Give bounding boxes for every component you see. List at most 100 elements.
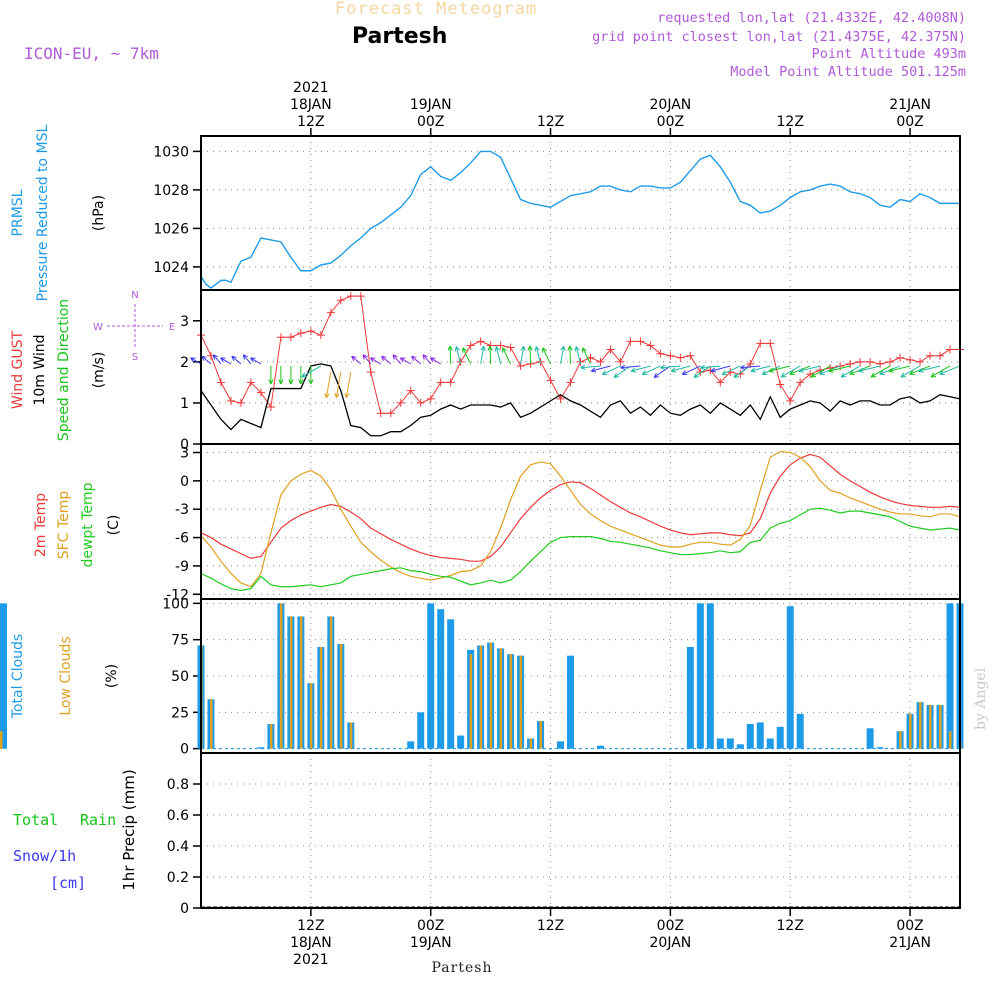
gust-marker <box>796 378 805 387</box>
wind-direction-arrow <box>351 355 362 365</box>
panel-temperature: -12 -9 -6 -3 0 3 <box>166 444 960 603</box>
gust-marker <box>286 333 295 342</box>
gust-marker <box>236 398 245 407</box>
gust-marker <box>766 339 775 348</box>
wind-direction-arrow <box>250 357 262 365</box>
wind-direction-arrow <box>900 365 921 378</box>
gust-marker <box>476 337 485 346</box>
wind-direction-arrow <box>334 372 342 399</box>
dewpt-label: dewpt Temp <box>80 482 96 567</box>
main-title: Forecast Meteogram <box>335 0 538 19</box>
requested-coords: requested lon,lat (21.4332E, 42.4008N) <box>657 10 966 26</box>
wind-direction-arrow <box>590 365 611 373</box>
wind-direction-arrow <box>527 345 533 364</box>
sfc-temp-label: SFC Temp <box>56 491 72 560</box>
top-time-label: 00Z <box>896 114 923 130</box>
low-cloud-bar <box>319 646 323 749</box>
total-cloud-bar <box>257 747 265 749</box>
gust-marker <box>246 378 255 387</box>
gust-marker <box>616 357 625 366</box>
total-cloud-bar <box>786 606 794 749</box>
wind-direction-arrow <box>858 365 881 373</box>
compass-legend: N W E S <box>93 290 175 363</box>
gust-marker <box>556 394 565 403</box>
wind-direction-arrow <box>580 364 601 370</box>
cloud-unit-label: (%) <box>104 664 120 688</box>
low-cloud-bar <box>299 616 303 749</box>
wind-direction-arrow <box>740 364 761 370</box>
gust-marker <box>936 351 945 360</box>
precip-snow-unit-label: [cm] <box>50 874 86 892</box>
gust-marker <box>876 359 885 368</box>
wind-direction-arrow <box>268 365 274 385</box>
wind-direction-arrow <box>870 365 891 378</box>
gust-marker <box>546 376 555 385</box>
gust-marker <box>436 378 445 387</box>
precip-rain-label: Rain <box>80 811 116 829</box>
wind-direction-arrow <box>574 346 581 365</box>
gust-marker <box>346 292 355 301</box>
gust-marker <box>376 409 385 418</box>
top-time-label: 18JAN <box>290 97 332 113</box>
wind-direction-arrow <box>761 365 781 375</box>
y-tick-label: 2 <box>180 355 189 371</box>
gust-marker <box>226 396 235 405</box>
wind-direction-arrow <box>567 345 573 364</box>
gust-marker <box>626 337 635 346</box>
gust-line <box>200 295 960 414</box>
gust-marker <box>446 378 455 387</box>
total-cloud-bar <box>417 712 425 749</box>
wind-direction-arrow <box>301 365 322 378</box>
y-tick-label: -9 <box>175 559 189 575</box>
wind-direction-arrow <box>798 365 821 373</box>
low-cloud-bar <box>529 738 533 749</box>
gust-marker <box>636 337 645 346</box>
wind-direction-arrow <box>681 365 701 375</box>
gust-marker <box>386 409 395 418</box>
bottom-time-label: 12Z <box>537 918 564 934</box>
gust-marker <box>756 339 765 348</box>
wind-unit-label: (m/s) <box>91 352 107 389</box>
y-tick-label: 0 <box>180 474 189 490</box>
compass-label-e: E <box>169 322 175 333</box>
panel-frame-pressure <box>200 135 961 291</box>
gust-marker <box>786 396 795 405</box>
gust-marker <box>396 398 405 407</box>
bottom-time-label: 18JAN <box>290 935 332 951</box>
gust-marker <box>706 366 715 375</box>
wind-direction-arrow <box>620 364 641 370</box>
wind-direction-arrow <box>930 365 951 378</box>
wind-direction-arrow <box>381 355 392 365</box>
compass-cross <box>107 304 163 348</box>
wind-direction-arrow <box>447 345 453 364</box>
gust-marker <box>216 378 225 387</box>
low-cloud-bar <box>919 702 922 749</box>
gust-marker <box>316 331 325 340</box>
wind-direction-arrow <box>710 365 731 373</box>
panel-wind: 0 1 2 3 <box>180 290 960 453</box>
model-name: ICON-EU, ~ 7km <box>24 44 159 63</box>
gust-marker <box>686 351 695 360</box>
wind-direction-arrow <box>308 365 314 385</box>
gust-marker <box>906 355 915 364</box>
bottom-time-label: 2021 <box>293 952 329 968</box>
bottom-time-label: 00Z <box>417 918 444 934</box>
gust-marker <box>916 357 925 366</box>
wind-direction-arrow <box>613 365 631 378</box>
low-cloud-bar <box>499 648 503 749</box>
low-cloud-bar <box>929 705 932 749</box>
wind-direction-arrow <box>242 354 252 365</box>
wind-direction-arrow <box>298 365 304 385</box>
wind-direction-arrow <box>810 365 831 378</box>
gust-marker <box>296 329 305 338</box>
y-tick-label: 1024 <box>153 260 189 276</box>
total-cloud-bar <box>766 738 774 749</box>
y-tick-label: 3 <box>180 446 189 462</box>
low-cloud-bar <box>329 616 333 749</box>
total-cloud-bar <box>776 726 784 749</box>
wind-direction-label: Speed and Direction <box>56 299 72 441</box>
wind-direction-arrow <box>212 354 222 365</box>
y-tick-label: -12 <box>166 587 189 603</box>
y-tick-label: -3 <box>175 502 189 518</box>
wind-direction-arrow <box>487 345 493 364</box>
